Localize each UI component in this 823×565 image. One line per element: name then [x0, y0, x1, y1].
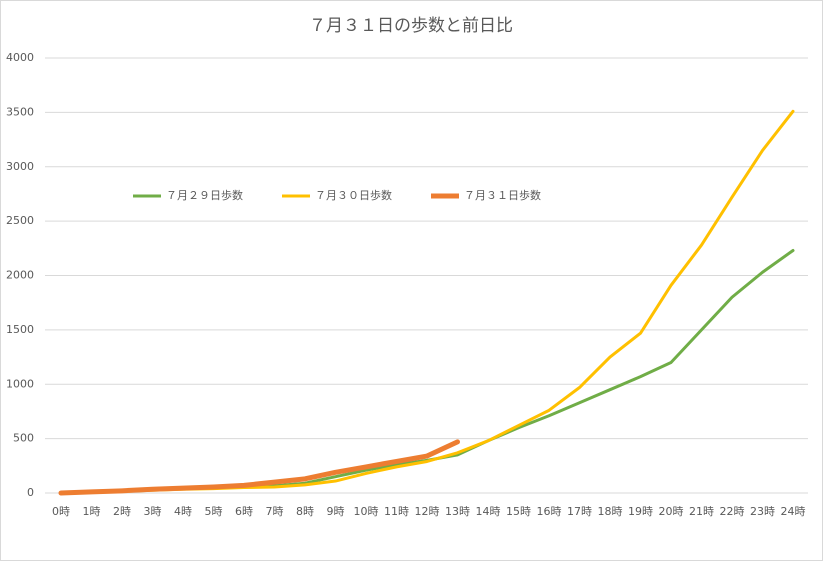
x-tick-label: 10時 — [354, 505, 379, 518]
chart-title: ７月３１日の歩数と前日比 — [309, 16, 513, 36]
y-tick-label: 2000 — [6, 269, 34, 282]
x-tick-label: 8時 — [296, 505, 314, 518]
x-tick-label: 14時 — [476, 505, 501, 518]
y-tick-label: 1500 — [6, 323, 34, 336]
series-line — [58, 439, 460, 496]
y-tick-label: 4000 — [6, 51, 34, 64]
x-tick-label: 9時 — [327, 505, 345, 518]
x-tick-label: 2時 — [113, 505, 131, 518]
x-tick-label: 6時 — [235, 505, 253, 518]
legend-label: ７月２９日歩数 — [166, 188, 243, 202]
x-tick-label: 11時 — [384, 505, 409, 518]
x-tick-label: 22時 — [720, 505, 745, 518]
x-tick-label: 23時 — [750, 505, 775, 518]
x-tick-label: 16時 — [537, 505, 562, 518]
y-tick-label: 3000 — [6, 160, 34, 173]
x-tick-label: 12時 — [415, 505, 440, 518]
y-tick-label: 0 — [27, 486, 34, 499]
x-tick-label: 1時 — [83, 505, 101, 518]
y-tick-label: 2500 — [6, 214, 34, 227]
y-tick-label: 1000 — [6, 377, 34, 390]
legend-label: ７月３１日歩数 — [464, 188, 541, 202]
x-tick-label: 15時 — [506, 505, 531, 518]
y-tick-label: 3500 — [6, 105, 34, 118]
x-tick-label: 17時 — [567, 505, 592, 518]
x-tick-label: 24時 — [781, 505, 806, 518]
x-tick-label: 0時 — [52, 505, 70, 518]
y-tick-label: 500 — [13, 432, 34, 445]
x-tick-label: 4時 — [174, 505, 192, 518]
x-tick-label: 13時 — [445, 505, 470, 518]
x-tick-label: 19時 — [628, 505, 653, 518]
x-tick-label: 21時 — [689, 505, 714, 518]
x-tick-label: 7時 — [266, 505, 284, 518]
x-tick-label: 5時 — [205, 505, 223, 518]
x-tick-label: 20時 — [659, 505, 684, 518]
x-tick-label: 3時 — [144, 505, 162, 518]
legend-label: ７月３０日歩数 — [315, 188, 392, 202]
x-tick-label: 18時 — [598, 505, 623, 518]
